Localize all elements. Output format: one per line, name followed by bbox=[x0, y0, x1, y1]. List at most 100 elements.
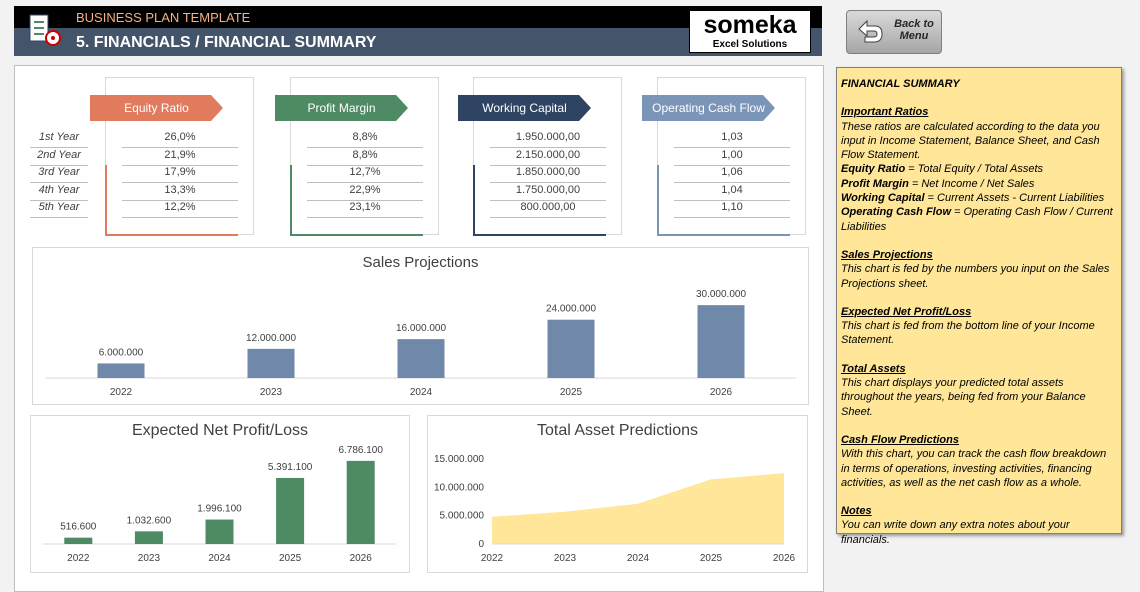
x-tick-label: 2022 bbox=[481, 553, 504, 564]
note-heading: Sales Projections bbox=[841, 248, 933, 261]
year-label: 5th Year bbox=[30, 201, 88, 218]
x-tick-label: 2024 bbox=[410, 387, 433, 398]
value-label: 12.000.000 bbox=[246, 333, 296, 344]
ratio-cell: 1,00 bbox=[674, 149, 790, 166]
note-section: Notes You can write down any extra notes … bbox=[841, 504, 1117, 547]
x-tick-label: 2026 bbox=[710, 387, 733, 398]
x-tick-label: 2023 bbox=[260, 387, 283, 398]
value-label: 6.786.100 bbox=[338, 445, 383, 456]
note-item: Operating Cash Flow = Operating Cash Flow… bbox=[841, 205, 1117, 234]
x-tick-label: 2024 bbox=[627, 553, 650, 564]
value-label: 30.000.000 bbox=[696, 289, 746, 300]
note-heading: Total Assets bbox=[841, 362, 906, 375]
logo-text: someka bbox=[703, 11, 797, 39]
bar bbox=[205, 519, 234, 544]
ratio-cell: 12,7% bbox=[307, 166, 423, 183]
x-tick-label: 2025 bbox=[560, 387, 583, 398]
bar bbox=[346, 460, 375, 544]
note-section: Cash Flow Predictions With this chart, yo… bbox=[841, 433, 1117, 490]
note-item: Profit Margin = Net Income / Net Sales bbox=[841, 177, 1117, 191]
ratio-cell: 22,9% bbox=[307, 184, 423, 201]
note-heading: Important Ratios bbox=[841, 106, 929, 119]
page-title: 5. FINANCIALS / FINANCIAL SUMMARY bbox=[76, 34, 377, 51]
note-definition: = Net Income / Net Sales bbox=[911, 177, 1035, 190]
note-text: This chart displays your predicted total… bbox=[841, 377, 1086, 418]
ratio-cell: 1.750.000,00 bbox=[490, 184, 606, 201]
x-tick-label: 2025 bbox=[279, 553, 302, 564]
notes-panel: FINANCIAL SUMMARY Important Ratios These r… bbox=[836, 67, 1122, 546]
logo-sub: Excel Solutions bbox=[712, 39, 788, 50]
note-section: Important Ratios These ratios are calcula… bbox=[841, 105, 1117, 234]
note-section: Total Assets This chart displays your pre… bbox=[841, 362, 1117, 419]
note-term: Working Capital bbox=[841, 192, 925, 205]
ratio-cell: 1.850.000,00 bbox=[490, 166, 606, 183]
bar bbox=[697, 305, 745, 378]
note-text: These ratios are calculated according to… bbox=[841, 120, 1100, 162]
ratio-cell: 1,10 bbox=[674, 201, 790, 218]
chart-title: Expected Net Profit/Loss bbox=[132, 422, 308, 439]
y-tick-label: 0 bbox=[478, 539, 484, 550]
year-label: 4th Year bbox=[30, 184, 88, 201]
value-label: 6.000.000 bbox=[99, 347, 144, 358]
ratio-cell: 800.000,00 bbox=[490, 201, 606, 218]
note-term: Profit Margin bbox=[841, 177, 909, 190]
x-tick-label: 2022 bbox=[67, 553, 90, 564]
icon bbox=[29, 14, 61, 46]
ratio-cell: 8,8% bbox=[307, 149, 423, 166]
bar bbox=[97, 363, 145, 378]
ratio-accent bbox=[290, 165, 423, 236]
ratio-cell: 1,03 bbox=[674, 131, 790, 148]
ratio-cell: 1,06 bbox=[674, 166, 790, 183]
x-tick-label: 2023 bbox=[138, 553, 161, 564]
note-text: With this chart, you can track the cash … bbox=[841, 448, 1107, 489]
x-tick-label: 2026 bbox=[773, 553, 796, 564]
area bbox=[492, 473, 784, 544]
bar bbox=[134, 531, 163, 544]
ratio-accent bbox=[105, 165, 238, 236]
ratio-header: Equity Ratio bbox=[90, 95, 223, 121]
bar bbox=[547, 319, 595, 378]
x-tick-label: 2026 bbox=[350, 553, 373, 564]
ratio-accent bbox=[657, 165, 790, 236]
note-definition: = Total Equity / Total Assets bbox=[908, 163, 1043, 176]
ratio-accent bbox=[473, 165, 606, 236]
back-button[interactable]: Back to Menu bbox=[846, 10, 942, 54]
note-section: Sales Projections This chart is fed by th… bbox=[841, 248, 1117, 291]
ratio-cell: 2.150.000,00 bbox=[490, 149, 606, 166]
note-item: Working Capital = Current Assets - Curren… bbox=[841, 191, 1117, 205]
header-bar: 5. FINANCIALS / FINANCIAL SUMMARY bbox=[14, 28, 822, 56]
note-term: Equity Ratio bbox=[841, 163, 906, 176]
note-definition: = Current Assets - Current Liabilities bbox=[927, 192, 1105, 205]
ratio-header: Operating Cash Flow bbox=[642, 95, 775, 121]
bar bbox=[247, 348, 295, 378]
note-definition: = Operating Cash Flow / Current Liabilit… bbox=[841, 206, 1113, 233]
x-tick-label: 2025 bbox=[700, 553, 723, 564]
ratio-cell: 8,8% bbox=[307, 131, 423, 148]
assets-box: Total Asset Predictions 0 5.000.000 10.000.… bbox=[427, 415, 808, 573]
profit-box: Expected Net Profit/Loss 516.600 2022 1.032… bbox=[30, 415, 410, 573]
note-section: Expected Net Profit/Loss This chart is fe… bbox=[841, 305, 1117, 348]
value-label: 5.391.100 bbox=[268, 462, 313, 473]
value-label: 16.000.000 bbox=[396, 323, 446, 334]
header-top: BUSINESS PLAN TEMPLATE bbox=[14, 6, 822, 28]
chart-title: Sales Projections bbox=[363, 254, 479, 271]
y-tick-label: 10.000.000 bbox=[434, 482, 484, 493]
value-label: 1.032.600 bbox=[127, 515, 172, 526]
back-icon bbox=[858, 19, 883, 43]
template-name: BUSINESS PLAN TEMPLATE bbox=[76, 10, 251, 25]
logo: someka Excel Solutions bbox=[689, 10, 811, 53]
x-tick-label: 2024 bbox=[208, 553, 231, 564]
x-tick-label: 2023 bbox=[554, 553, 577, 564]
note-heading: Notes bbox=[841, 505, 872, 518]
bar bbox=[276, 477, 305, 544]
ratio-cell: 17,9% bbox=[122, 166, 238, 183]
sales-box: Sales Projections 6.000.000 2022 12.000.000… bbox=[32, 247, 809, 405]
note-text: You can write down any extra notes about… bbox=[841, 519, 1070, 546]
year-label: 2nd Year bbox=[30, 149, 88, 166]
notes-title: FINANCIAL SUMMARY bbox=[841, 78, 960, 90]
chart-title: Total Asset Predictions bbox=[537, 422, 698, 439]
note-text: This chart is fed by the numbers you inp… bbox=[841, 263, 1110, 290]
ratio-header: Profit Margin bbox=[275, 95, 408, 121]
assets-chart: Total Asset Predictions 0 5.000.000 10.000.… bbox=[434, 422, 796, 564]
